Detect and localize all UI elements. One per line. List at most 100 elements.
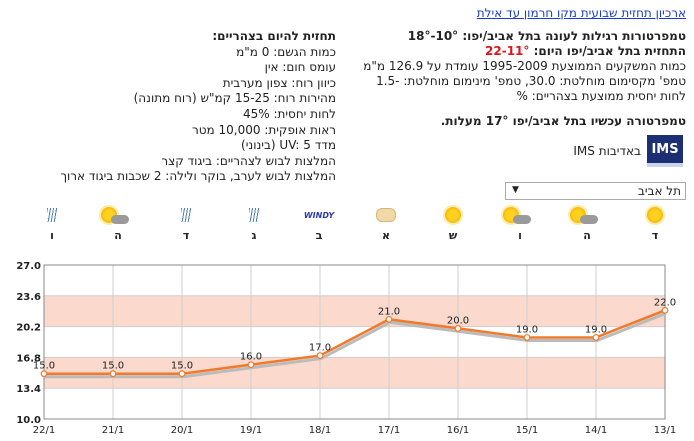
windy-icon: WINDY (303, 210, 335, 220)
noon-forecast-row: כיוון רוח: צפון מערבית (222, 75, 336, 90)
data-point (523, 334, 531, 341)
forecast-day-label: ה (583, 229, 591, 242)
haze-icon (366, 204, 406, 226)
forecast-day: א (366, 204, 406, 242)
daily-forecast-strip: ו ה ד ג WINDY ב א ש ו ה ד (0, 204, 694, 244)
sun-icon (433, 204, 473, 226)
current-temp: טמפרטורה עכשיו בתל אביב/יפו 17° מעלות. (440, 114, 686, 128)
data-label: 15.0 (33, 361, 55, 372)
forecast-day-label: ד (182, 229, 190, 242)
city-select[interactable]: תל אביב ▼ (505, 182, 686, 200)
y-tick-label: 13.4 (16, 384, 41, 395)
today-forecast-low: 11°- (501, 44, 530, 58)
ims-credit: IMS באדיבות IMS (573, 135, 683, 167)
temperature-series-line (44, 309, 666, 375)
data-label: 19.0 (516, 324, 538, 335)
data-label: 21.0 (378, 306, 400, 317)
y-tick-label: 27.0 (16, 261, 41, 272)
x-tick-label: 20/1 (171, 425, 193, 436)
noon-forecast-rows: כמות הגשם: 0 מ"מ עומס חום: אין כיוון רוח: … (36, 45, 336, 185)
noon-forecast-row: לחות יחסית: 45% (242, 106, 336, 121)
forecast-day: ה (567, 204, 607, 242)
ims-logo: IMS (647, 135, 683, 167)
ims-credit-text: באדיבות IMS (573, 144, 641, 158)
today-forecast-high: 22 (485, 44, 502, 58)
sun-cloud-icon (567, 204, 607, 226)
forecast-day: ד (635, 204, 675, 242)
data-label: 17.0 (309, 343, 331, 354)
noon-forecast-row: כמות הגשם: 0 מ"מ (236, 44, 336, 59)
y-tick-label: 20.2 (16, 323, 41, 334)
rain-icon (32, 204, 72, 226)
forecast-day-label: ו (518, 229, 522, 242)
noon-forecast-row: מהירות רוח: 15-25 קמ"ש (רוח מתונה) (133, 91, 336, 106)
forecast-day: WINDY ב (299, 204, 339, 243)
forecast-day-label: ג (251, 229, 257, 242)
today-summary: טמפרטורות רגילות לעונה בתל אביב/יפו: 10°… (363, 29, 687, 129)
weekly-forecast-archive-link[interactable]: ארכיון תחזית שבועית מקו חרמון עד אילת (476, 6, 686, 20)
data-label: 20.0 (447, 315, 469, 326)
data-point (316, 352, 324, 359)
rain-icon (234, 204, 274, 226)
city-select-value: תל אביב (637, 184, 681, 198)
forecast-day: ג (234, 204, 274, 242)
humidity-average: לחות יחסית ממוצעת בצהריים: % (516, 89, 687, 103)
noon-forecast: תחזית להיום בצהריים: כמות הגשם: 0 מ"מ עומ… (36, 29, 336, 185)
x-tick-label: 18/1 (309, 425, 331, 436)
sun-icon (635, 204, 675, 226)
forecast-day: ד (166, 204, 206, 242)
data-label: 16.0 (240, 352, 262, 363)
x-tick-label: 19/1 (240, 425, 262, 436)
x-tick-label: 14/1 (585, 425, 607, 436)
normal-temp-label: טמפרטורות רגילות לעונה בתל אביב/יפו: (462, 29, 686, 43)
data-label: 19.0 (585, 324, 607, 335)
data-label: 15.0 (102, 361, 124, 372)
y-tick-label: 16.8 (16, 353, 41, 364)
forecast-day-label: ש (448, 229, 458, 242)
noon-forecast-row: ראות אופקית: 10,000 מטר (191, 122, 336, 137)
data-point (109, 370, 117, 378)
x-tick-label: 17/1 (378, 425, 400, 436)
data-point (592, 334, 600, 341)
rain-stats: כמות המשקעים הממוצעת 1995-2009 עומדת על … (363, 59, 686, 73)
x-tick-label: 16/1 (447, 425, 469, 436)
noon-forecast-row: המלצות לבוש לערב, בוקר ולילה: 2 שכבות בי… (60, 169, 336, 184)
forecast-day: ו (500, 204, 540, 242)
chart-band (44, 295, 665, 327)
data-point (247, 361, 255, 369)
x-tick-label: 13/1 (654, 425, 676, 436)
data-point (40, 370, 48, 378)
noon-forecast-row: מדד UV: 5 (בינוני) (241, 138, 336, 153)
chevron-down-icon: ▼ (512, 185, 519, 195)
series-shadow (45, 311, 667, 379)
sun-cloud-icon (500, 204, 540, 226)
forecast-day-label: ו (50, 229, 54, 242)
noon-forecast-row: עומס חום: אין (264, 60, 336, 75)
data-point (661, 306, 669, 314)
x-tick-label: 15/1 (516, 425, 538, 436)
forecast-day-label: ב (315, 229, 323, 242)
noon-forecast-row: המלצות לבוש לצהריים: ביגוד קצר (161, 153, 336, 168)
x-tick-label: 21/1 (102, 425, 124, 436)
forecast-day-label: ד (651, 229, 659, 242)
data-point (385, 315, 393, 323)
forecast-day-label: א (381, 229, 390, 242)
normal-temp-value: 10°-18° (407, 29, 459, 43)
rain-icon (166, 204, 206, 226)
y-tick-label: 10.0 (16, 415, 41, 426)
normal-temp-line: טמפרטורות רגילות לעונה בתל אביב/יפו: 10°… (366, 29, 686, 44)
forecast-day-label: ה (114, 229, 122, 242)
today-forecast-value: 11°-22 (485, 44, 529, 58)
today-forecast-line: התחזית בתל אביב/יפו היום: 11°-22 (366, 44, 686, 59)
chart-frame (43, 264, 666, 420)
noon-forecast-title: תחזית להיום בצהריים: (212, 29, 336, 43)
data-label: 22.0 (654, 297, 676, 308)
forecast-day: ש (433, 204, 473, 242)
forecast-day: ו (32, 204, 72, 242)
temperature-chart: 10.0 13.4 16.8 20.2 23.6 27.0 22/1 21/1 20/1 19/1… (16, 261, 676, 436)
data-label: 15.0 (171, 361, 193, 372)
sun-cloud-icon (98, 204, 138, 226)
today-forecast-label: התחזית בתל אביב/יפו היום: (533, 44, 686, 58)
y-tick-label: 23.6 (16, 292, 41, 303)
data-point (178, 370, 186, 378)
